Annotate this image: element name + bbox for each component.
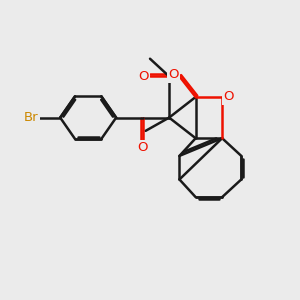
Text: Br: Br — [23, 111, 38, 124]
Text: O: O — [168, 68, 179, 81]
Text: O: O — [137, 141, 148, 154]
Text: O: O — [224, 91, 234, 103]
Text: O: O — [138, 70, 149, 83]
